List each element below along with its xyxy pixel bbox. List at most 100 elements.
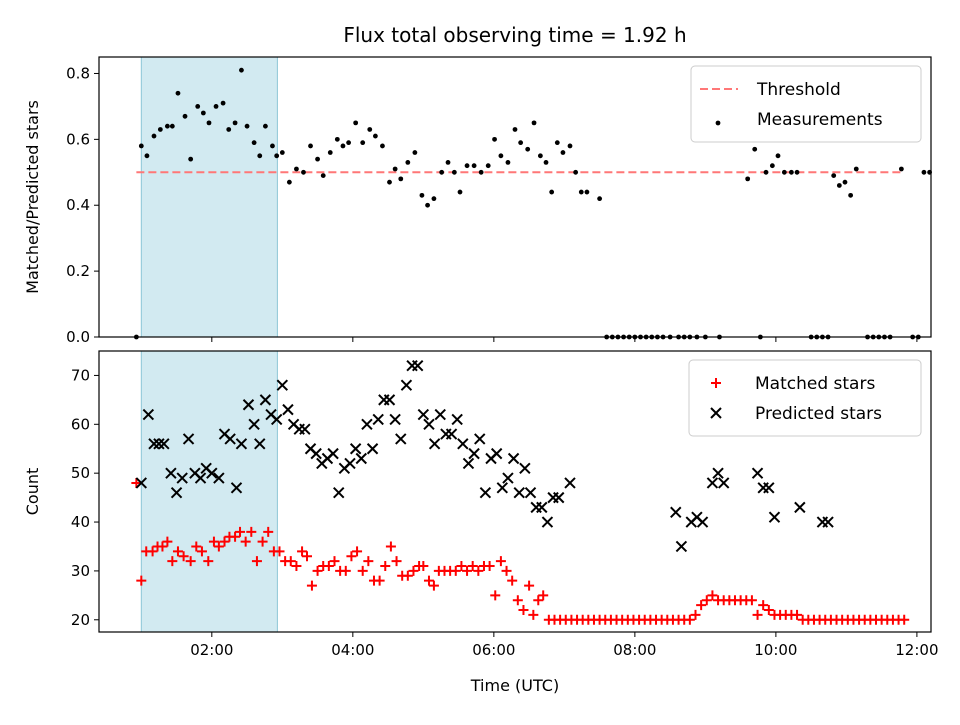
data-point [195,104,201,109]
data-point [498,153,504,159]
data-point [445,428,458,440]
observing-window-span [140,350,278,633]
data-point [157,127,163,132]
legend-label: Measurements [757,110,883,130]
data-point [306,580,317,591]
data-point [417,408,430,421]
data-point [706,477,719,489]
data-point [248,418,260,431]
data-point [147,546,158,557]
data-point [524,580,535,591]
data-point [175,90,181,96]
data-point [573,169,579,175]
data-point [270,413,283,426]
data-point [240,536,251,547]
x-tick-label: 02:00 [190,641,233,659]
data-point [263,123,268,129]
legend-label: Matched stars [755,374,875,394]
data-point [853,166,859,172]
data-point [353,120,359,126]
data-point [717,477,730,489]
y-tick-label: 60 [71,415,90,433]
data-point [185,556,196,567]
data-point [340,143,346,149]
data-point [157,541,168,552]
data-point [794,501,806,514]
data-point [395,433,407,445]
data-point [752,146,758,152]
observing-window-span [140,56,278,338]
data-point [372,413,384,426]
data-point [567,143,573,149]
legend-box [690,65,922,143]
data-point [355,452,367,465]
data-point [263,526,274,537]
legend-x-marker [710,407,722,419]
data-point [528,609,539,620]
data-point [518,140,524,146]
data-point [467,561,478,572]
data-point [584,189,590,195]
data-point [428,580,439,591]
data-point [400,379,413,391]
data-point [898,166,904,172]
data-point [670,506,682,518]
data-point [391,556,402,567]
data-point [274,153,280,159]
data-point [213,541,224,552]
data-point [525,146,531,152]
data-point [457,189,463,195]
data-point [297,546,308,557]
data-point [451,169,457,175]
data-point [170,487,183,499]
data-point [312,565,323,576]
data-point [473,565,484,576]
data-point [165,467,177,479]
x-tick-label: 06:00 [472,641,515,659]
data-point [138,143,144,149]
data-point [363,556,374,567]
data-point [308,143,313,149]
data-point [578,189,584,195]
data-point [285,556,296,567]
data-point [439,169,445,175]
data-point [456,561,467,572]
data-point [560,150,566,155]
y-tick-label: 70 [71,366,90,384]
data-point [135,477,148,489]
data-point [380,143,385,149]
series-matched-stars [131,477,910,625]
data-point [254,438,266,450]
data-point [543,160,549,165]
data-point [428,438,441,450]
data-point [213,472,225,484]
data-point [675,540,688,553]
legend-plus-marker [711,378,721,388]
data-point [279,150,285,155]
data-point [162,536,173,547]
data-point [402,570,413,581]
data-point [479,487,492,499]
data-point [194,472,207,484]
data-point [822,516,834,528]
y-axis-label: Count [23,468,42,516]
data-point [474,433,486,445]
data-point [507,452,520,465]
data-point [751,467,764,479]
data-point [696,600,707,611]
data-point [513,487,525,499]
data-point [220,100,226,106]
data-point [374,575,385,586]
x-tick-label: 10:00 [754,641,797,659]
data-point [333,487,345,499]
data-point [538,590,549,601]
data-point [707,590,718,601]
y-tick-label: 0.2 [66,262,90,280]
data-point [294,166,299,172]
data-point [496,482,509,494]
data-point [768,511,781,523]
data-point [518,605,529,616]
data-point [684,614,695,625]
data-point [490,447,503,460]
